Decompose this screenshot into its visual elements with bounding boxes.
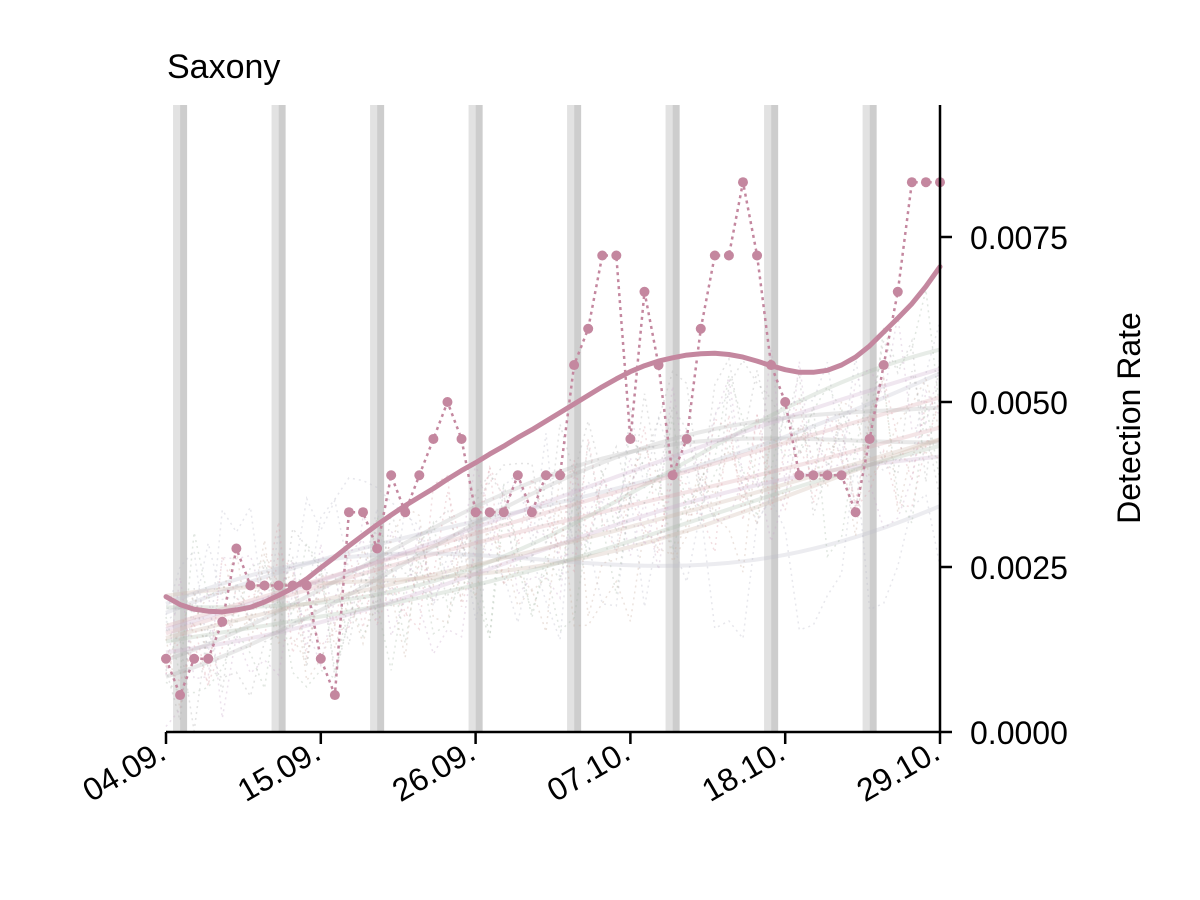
observed-point [752,250,763,261]
observed-layer [161,177,945,701]
x-tick-label: 15.09. [231,733,326,809]
observed-point [442,397,453,407]
observed-point [287,580,298,591]
observed-point [597,250,608,261]
background-observed-line [165,337,941,732]
observed-point [625,433,636,444]
weekend-band-sat [468,105,476,732]
observed-point [723,250,734,261]
observed-point [780,397,791,407]
observed-point [864,433,875,444]
weekend-band-sun [475,105,483,732]
observed-point [822,470,833,481]
observed-point [667,470,678,481]
observed-point [470,507,481,518]
background-observed-line [165,320,941,629]
observed-point [512,470,523,481]
background-trend-line [165,405,941,679]
weekend-band-sat [665,105,673,732]
observed-point [892,286,903,297]
observed-point [189,653,200,664]
observed-point [203,653,214,664]
weekend-band-sat [862,105,870,732]
weekend-band-sun [771,105,779,732]
observed-point [569,360,580,371]
weekend-band-sun [278,105,286,732]
x-tick-label: 18.10. [696,733,791,809]
chart-title: Saxony [167,48,280,86]
background-observed-line [165,289,941,675]
observed-point [920,177,931,188]
observed-point [836,470,847,481]
weekend-band-sat [173,105,181,732]
background-trend-line [166,347,941,610]
observed-point [372,543,383,554]
observed-point [653,360,664,371]
weekend-band-sat [370,105,378,732]
observed-point [259,580,270,591]
observed-point [161,653,171,664]
observed-point [794,470,805,481]
observed-point [766,360,777,371]
background-trend-line [165,425,941,636]
observed-point [358,507,369,518]
x-tick-label: 29.10. [850,733,945,809]
observed-point [695,323,706,334]
observed-point [301,580,312,591]
observed-point [526,507,537,518]
x-tick-label: 26.09. [386,733,481,809]
observed-point [386,470,397,481]
observed-point [273,580,284,591]
observed-point [245,580,256,591]
observed-point [737,177,748,188]
y-tick-label: 0.0075 [970,220,1068,256]
observed-point [217,616,228,627]
weekend-band-sun [672,105,680,732]
observed-point [808,470,819,481]
background-observed-line [165,358,941,721]
weekend-band-sat [271,105,279,732]
observed-point [583,323,594,334]
observed-point [878,360,889,371]
observed-point [231,543,242,554]
observed-point [329,690,340,701]
observed-point [428,433,439,444]
observed-point [906,177,917,188]
observed-point [611,250,622,261]
observed-point [400,507,411,518]
weekend-band-sun [180,105,188,732]
observed-point [639,286,650,297]
background-trend-line [165,371,941,615]
background-trend-line [165,504,941,606]
y-tick-label: 0.0025 [970,550,1068,586]
observed-point [343,507,354,518]
background-observed-line [165,388,941,727]
observed-point [681,433,692,444]
y-tick-label: 0.0000 [970,715,1068,751]
x-tick-label: 07.10. [541,733,636,809]
observed-point [456,433,467,444]
y-tick-label: 0.0050 [970,385,1068,421]
y-axis-label: Detection Rate [1111,312,1147,524]
background-observed-line [165,375,941,686]
observed-point [540,470,551,481]
observed-point [414,470,425,481]
background-observed-line [165,458,941,655]
observed-point [555,470,566,481]
x-tick-label: 04.09. [76,733,171,809]
observed-point [498,507,509,518]
observed-point [850,507,861,518]
weekend-band-sat [764,105,772,732]
background-trend-line [165,436,940,662]
background-observed-line [165,314,941,680]
observed-point [484,507,495,518]
observed-point [315,653,326,664]
weekend-band-sun [574,105,582,732]
weekend-band-sat [567,105,575,732]
observed-point [709,250,720,261]
weekend-band-sun [377,105,385,732]
observed-point [175,690,186,701]
background-trend-line [165,443,941,644]
